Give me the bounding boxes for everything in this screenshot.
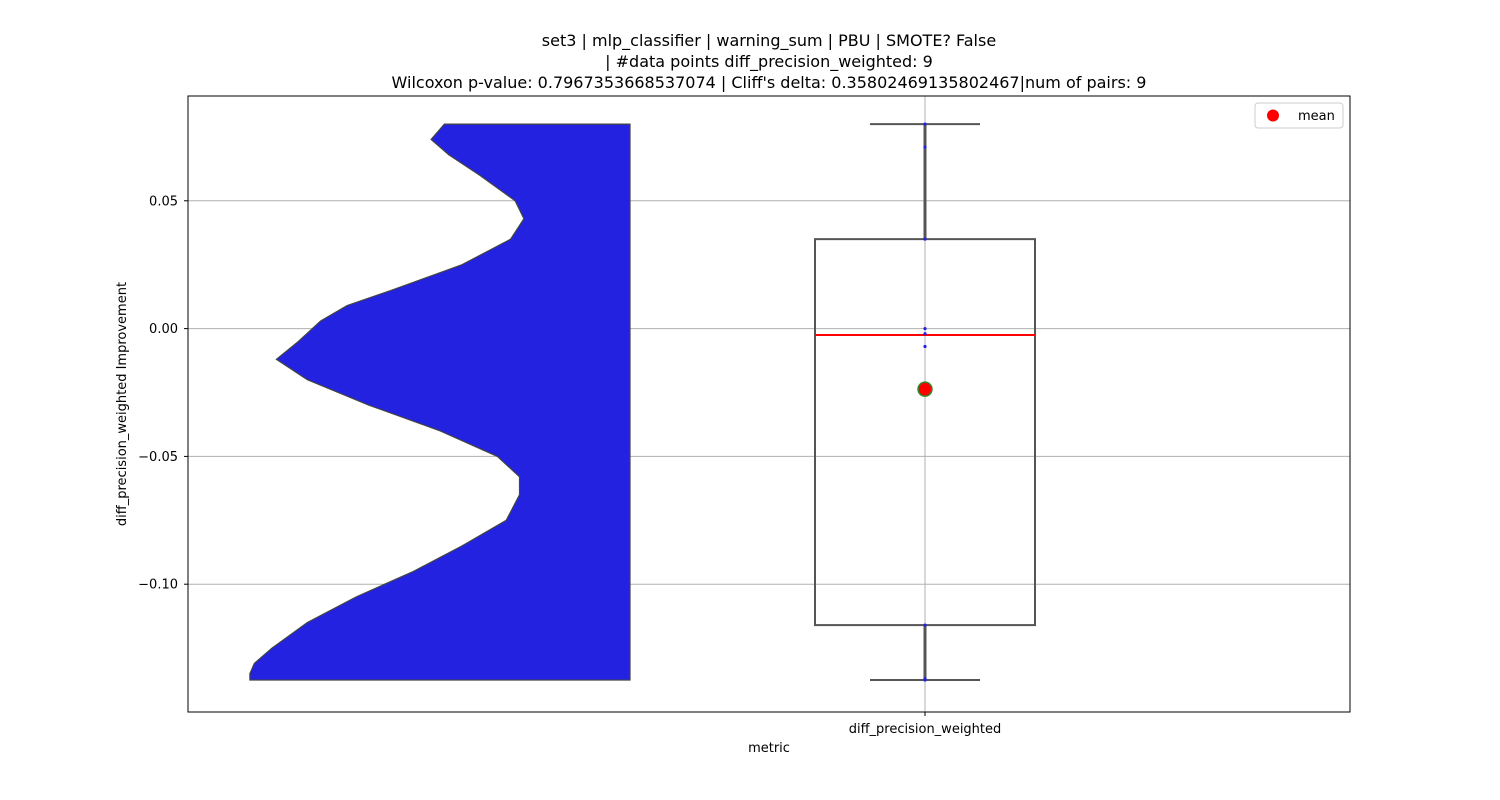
data-point (923, 122, 927, 126)
x-axis-label: metric (748, 741, 790, 756)
y-axis: 0.05 0.00 −0.05 −0.10 (138, 194, 188, 593)
data-point (923, 145, 927, 149)
legend-label-mean: mean (1298, 109, 1335, 124)
x-tick-label: diff_precision_weighted (849, 722, 1002, 737)
y-tick-label: 0.00 (149, 322, 178, 337)
legend-marker-mean (1267, 109, 1279, 122)
data-point (923, 678, 927, 682)
violin-plot (249, 123, 631, 681)
chart-title-line: set3 | mlp_classifier | warning_sum | PB… (542, 31, 996, 51)
violin-body (249, 123, 631, 681)
chart-title-line: Wilcoxon p-value: 0.7967353668537074 | C… (392, 73, 1147, 92)
y-tick-label: −0.05 (138, 450, 178, 465)
chart-title-line: | #data points diff_precision_weighted: … (605, 52, 933, 72)
y-axis-label: diff_precision_weighted Improvement (115, 282, 130, 526)
data-point (923, 623, 927, 627)
mean-marker (917, 381, 933, 397)
legend: mean (1254, 102, 1344, 129)
plot-frame (187, 95, 1351, 713)
y-tick-label: 0.05 (149, 194, 178, 209)
data-point (923, 326, 927, 331)
y-tick-label: −0.10 (138, 578, 178, 593)
data-point (923, 344, 927, 349)
data-point (923, 237, 927, 241)
chart-title: set3 | mlp_classifier | warning_sum | PB… (392, 31, 1147, 92)
legend-frame (1254, 102, 1344, 129)
data-point (923, 332, 927, 336)
x-axis: diff_precision_weighted (849, 712, 1002, 737)
data-points (923, 122, 927, 682)
